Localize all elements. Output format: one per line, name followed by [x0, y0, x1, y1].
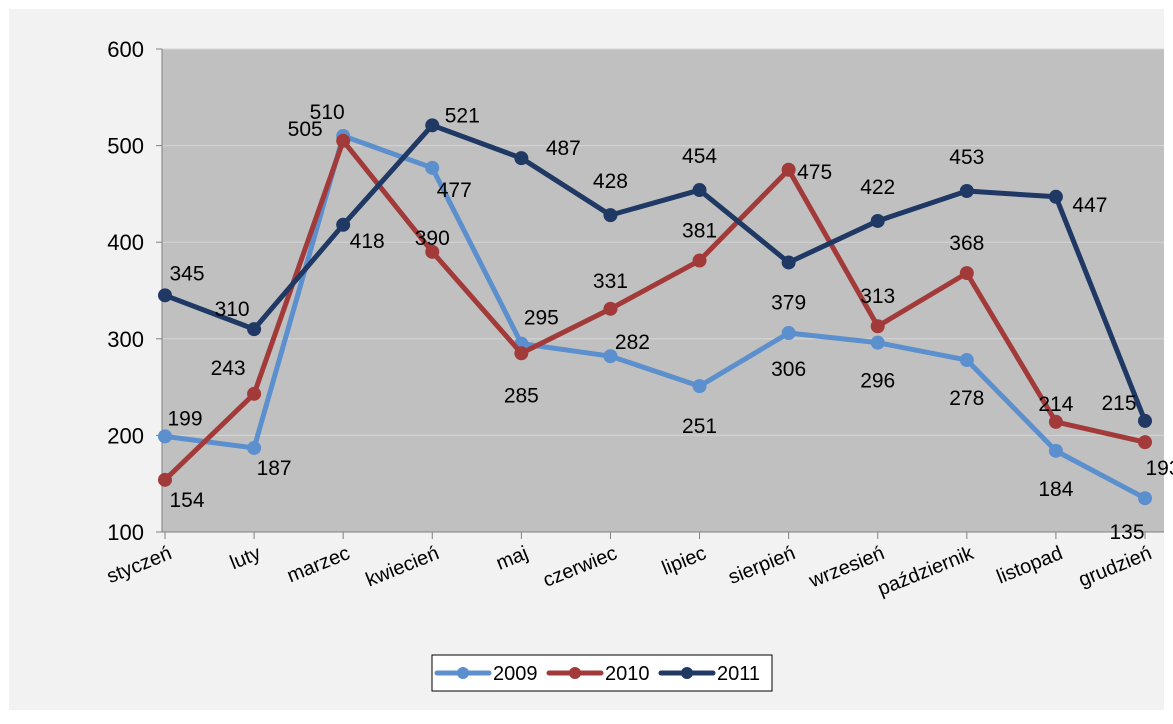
data-point-2009 — [960, 353, 974, 367]
data-label-2010: 475 — [797, 161, 832, 184]
y-tick-label: 500 — [107, 134, 144, 159]
data-point-2010 — [782, 163, 796, 177]
data-point-2011 — [336, 218, 350, 232]
data-label-2011: 487 — [546, 137, 581, 160]
data-label-2011: 422 — [860, 176, 895, 199]
data-label-2011: 345 — [169, 262, 204, 285]
data-point-2010 — [871, 319, 885, 333]
data-point-2010 — [336, 134, 350, 148]
data-point-2011 — [1049, 190, 1063, 204]
data-point-2011 — [603, 208, 617, 222]
data-label-2010: 331 — [593, 270, 628, 293]
data-label-2009: 306 — [771, 358, 806, 381]
data-point-2010 — [247, 387, 261, 401]
data-point-2010 — [960, 266, 974, 280]
legend-marker-2010 — [569, 667, 581, 679]
data-label-2011: 379 — [771, 291, 806, 314]
y-tick-label: 300 — [107, 327, 144, 352]
data-label-2010: 243 — [211, 357, 246, 380]
data-label-2010: 154 — [169, 489, 204, 512]
data-label-2011: 310 — [215, 298, 250, 321]
data-label-2009: 187 — [257, 457, 292, 480]
y-tick-label: 200 — [107, 423, 144, 448]
data-label-2011: 215 — [1101, 392, 1136, 415]
data-point-2009 — [1049, 444, 1063, 458]
data-point-2010 — [514, 346, 528, 360]
data-label-2009: 477 — [437, 179, 472, 202]
data-point-2010 — [1138, 435, 1152, 449]
data-label-2010: 313 — [860, 285, 895, 308]
legend-marker-2011 — [681, 667, 693, 679]
legend-marker-2009 — [457, 667, 469, 679]
y-tick-label: 400 — [107, 230, 144, 255]
y-tick-label: 600 — [107, 37, 144, 62]
data-point-2010 — [603, 302, 617, 316]
data-point-2011 — [158, 288, 172, 302]
data-label-2009: 251 — [682, 415, 717, 438]
data-label-2011: 453 — [949, 146, 984, 169]
data-point-2010 — [693, 254, 707, 268]
data-label-2010: 214 — [1038, 393, 1073, 416]
data-point-2009 — [425, 161, 439, 175]
data-label-2010: 368 — [949, 232, 984, 255]
data-label-2010: 390 — [415, 227, 450, 250]
data-label-2011: 447 — [1072, 194, 1107, 217]
data-point-2011 — [1138, 414, 1152, 428]
data-point-2010 — [158, 473, 172, 487]
data-point-2011 — [782, 255, 796, 269]
data-label-2009: 295 — [524, 307, 559, 330]
data-label-2010: 285 — [504, 384, 539, 407]
legend: 2009 2010 2011 — [432, 655, 772, 691]
data-label-2009: 199 — [167, 407, 202, 430]
legend-label-2010: 2010 — [605, 663, 650, 685]
data-label-2010: 505 — [288, 118, 323, 141]
data-point-2009 — [782, 326, 796, 340]
data-label-2011: 428 — [593, 170, 628, 193]
data-label-2009: 135 — [1109, 521, 1144, 544]
data-point-2011 — [871, 214, 885, 228]
data-point-2009 — [1138, 491, 1152, 505]
data-label-2011: 418 — [350, 230, 385, 253]
data-label-2009: 282 — [615, 331, 650, 354]
data-point-2009 — [247, 441, 261, 455]
data-point-2009 — [693, 379, 707, 393]
data-label-2010: 381 — [682, 220, 717, 243]
data-point-2011 — [960, 184, 974, 198]
data-point-2011 — [425, 118, 439, 132]
y-tick-label: 100 — [107, 520, 144, 545]
data-point-2009 — [158, 429, 172, 443]
legend-label-2009: 2009 — [493, 663, 538, 685]
data-point-2011 — [247, 322, 261, 336]
data-point-2011 — [514, 151, 528, 165]
data-label-2011: 454 — [682, 145, 717, 168]
data-point-2011 — [693, 183, 707, 197]
data-label-2009: 278 — [949, 387, 984, 410]
data-point-2009 — [871, 336, 885, 350]
data-point-2010 — [1049, 415, 1063, 429]
data-label-2010: 193 — [1145, 457, 1173, 480]
legend-label-2011: 2011 — [717, 663, 760, 685]
data-label-2009: 296 — [860, 370, 895, 393]
data-label-2011: 521 — [445, 104, 480, 127]
data-label-2009: 184 — [1038, 478, 1073, 501]
